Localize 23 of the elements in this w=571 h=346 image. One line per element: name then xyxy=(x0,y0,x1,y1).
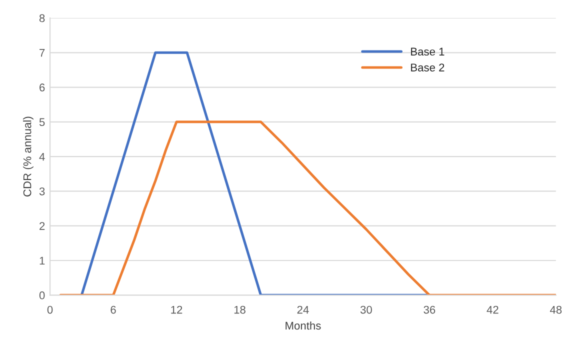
y-tick-label: 3 xyxy=(39,187,45,196)
x-tick-label: 48 xyxy=(550,306,562,314)
y-tick-label: 8 xyxy=(39,14,45,22)
y-tick-label: 5 xyxy=(39,118,45,126)
y-tick-label: 4 xyxy=(39,152,45,161)
legend-label: Base 1 xyxy=(411,48,444,56)
y-tick-label: 0 xyxy=(39,291,45,300)
y-axis-title: CDR (% annual) xyxy=(23,116,34,196)
x-tick-label: 0 xyxy=(47,306,53,314)
x-axis-title: Months xyxy=(286,321,321,330)
line-series xyxy=(59,120,556,296)
y-tick-label: 1 xyxy=(40,256,45,265)
x-tick-label: 24 xyxy=(297,306,309,314)
y-tick-label: 6 xyxy=(40,84,45,92)
x-tick-label: 6 xyxy=(110,306,116,314)
x-tick-label: 12 xyxy=(171,306,182,314)
legend-label: Base 2 xyxy=(411,64,444,72)
y-tick-label: 2 xyxy=(40,222,45,230)
x-tick-label: 30 xyxy=(360,306,372,314)
x-tick-label: 42 xyxy=(486,306,498,314)
x-tick-label: 36 xyxy=(424,306,436,314)
y-tick-label: 7 xyxy=(40,49,45,57)
x-tick-label: 18 xyxy=(234,306,246,314)
